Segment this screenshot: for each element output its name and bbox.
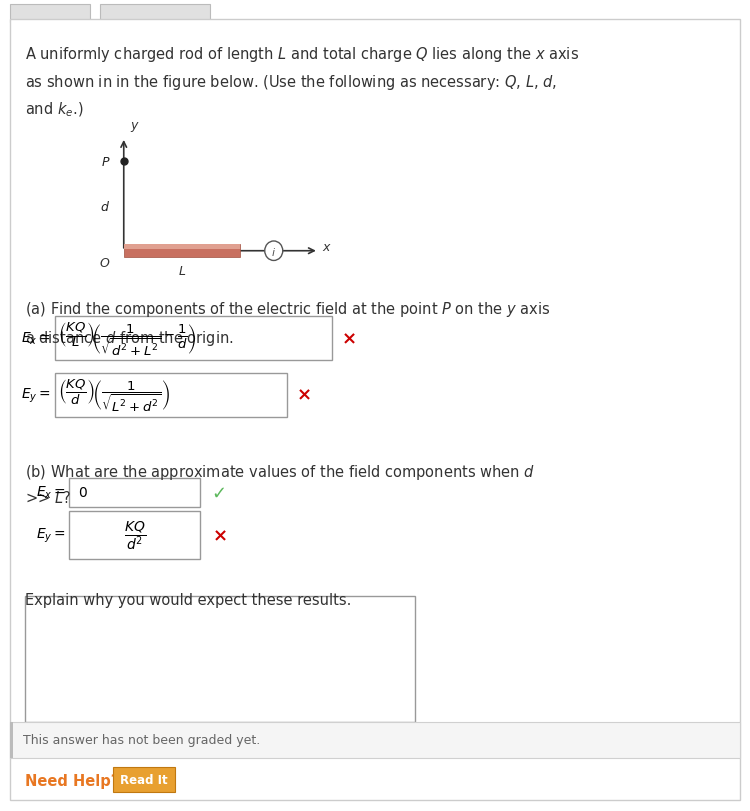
Bar xyxy=(10,5,90,23)
Text: Read It: Read It xyxy=(120,773,167,786)
Bar xyxy=(112,767,175,792)
Text: $\left(\dfrac{KQ}{L}\right)\!\left(\dfrac{1}{\sqrt{d^2+L^2}}-\dfrac{1}{d}\right): $\left(\dfrac{KQ}{L}\right)\!\left(\dfra… xyxy=(58,320,196,357)
Text: ✓: ✓ xyxy=(211,483,226,502)
Text: $E_y =$: $E_y =$ xyxy=(35,526,65,544)
Bar xyxy=(55,316,332,361)
Circle shape xyxy=(265,242,283,261)
Text: (b) What are the approximate values of the field components when $d$
>> $L$?: (b) What are the approximate values of t… xyxy=(25,462,535,506)
Bar xyxy=(10,722,740,758)
Text: $E_y =$: $E_y =$ xyxy=(21,386,51,405)
Text: $d$: $d$ xyxy=(100,200,110,214)
Bar xyxy=(69,478,200,507)
Text: 0: 0 xyxy=(78,486,87,500)
Text: Need Help?: Need Help? xyxy=(25,773,119,787)
Bar xyxy=(55,373,287,418)
Text: $P$: $P$ xyxy=(100,156,110,169)
Text: $i$: $i$ xyxy=(272,246,276,257)
Bar xyxy=(69,511,200,560)
Text: A uniformly charged rod of length $L$ and total charge $Q$ lies along the $x$ ax: A uniformly charged rod of length $L$ an… xyxy=(25,45,579,119)
Text: $L$: $L$ xyxy=(178,264,186,277)
Bar xyxy=(124,245,240,258)
Text: $E_x =$: $E_x =$ xyxy=(21,330,51,347)
Text: $E_x =$: $E_x =$ xyxy=(35,484,65,501)
Text: This answer has not been graded yet.: This answer has not been graded yet. xyxy=(23,733,260,747)
Text: Explain why you would expect these results.: Explain why you would expect these resul… xyxy=(25,592,351,607)
Bar xyxy=(100,5,210,23)
Text: $\dfrac{KQ}{d^2}$: $\dfrac{KQ}{d^2}$ xyxy=(124,519,146,551)
Text: $x$: $x$ xyxy=(322,241,332,254)
Text: $\mathbf{\times}$: $\mathbf{\times}$ xyxy=(296,386,311,405)
Bar xyxy=(10,722,13,758)
Text: (a) Find the components of the electric field at the point $P$ on the $y$ axis
a: (a) Find the components of the electric … xyxy=(25,300,550,347)
Bar xyxy=(25,596,415,722)
Text: $O$: $O$ xyxy=(99,256,110,269)
Text: $\left(\dfrac{KQ}{d}\right)\!\left(\dfrac{1}{\sqrt{L^2+d^2}}\right)$: $\left(\dfrac{KQ}{d}\right)\!\left(\dfra… xyxy=(58,377,171,414)
Text: $\mathbf{\times}$: $\mathbf{\times}$ xyxy=(211,526,226,544)
Text: $\mathbf{\times}$: $\mathbf{\times}$ xyxy=(341,329,356,348)
Bar xyxy=(124,245,240,250)
Text: $y$: $y$ xyxy=(130,120,140,134)
